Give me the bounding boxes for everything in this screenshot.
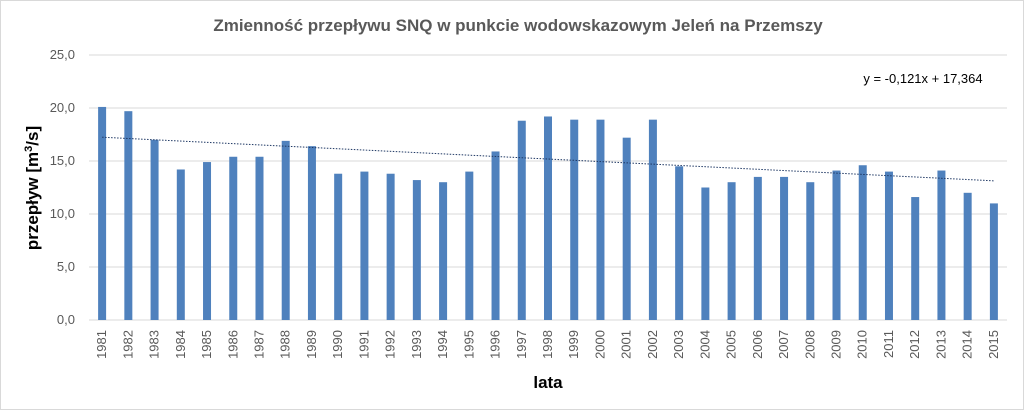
x-tick-label: 2013 <box>933 330 948 359</box>
x-tick-label: 1987 <box>251 330 266 359</box>
y-axis-ticks: 0,0 5,0 10,0 15,0 20,0 25,0 <box>50 47 75 327</box>
x-tick-label: 1989 <box>304 330 319 359</box>
x-tick-label: 1995 <box>461 330 476 359</box>
bar <box>203 162 212 320</box>
bar <box>753 176 762 320</box>
x-tick-label: 2005 <box>724 330 739 359</box>
x-tick-label: 2007 <box>776 330 791 359</box>
bar <box>124 111 133 321</box>
bar <box>150 139 159 320</box>
bar <box>439 182 448 320</box>
bar <box>622 137 631 320</box>
bar <box>675 166 684 320</box>
y-tick-label: 25,0 <box>50 47 75 62</box>
bar <box>570 119 579 320</box>
x-tick-label: 2012 <box>907 330 922 359</box>
x-tick-label: 1994 <box>435 330 450 359</box>
bars <box>98 106 998 321</box>
bar <box>98 106 107 320</box>
bar <box>911 197 920 320</box>
x-tick-label: 1998 <box>540 330 555 359</box>
y-tick-label: 10,0 <box>50 206 75 221</box>
trendline-equation: y = -0,121x + 17,364 <box>863 71 982 86</box>
x-tick-label: 1983 <box>147 330 162 359</box>
trendline <box>102 136 994 182</box>
x-tick-label: 1993 <box>409 330 424 359</box>
bar <box>517 120 526 320</box>
x-tick-label: 2009 <box>829 330 844 359</box>
y-axis-title-main: przepływ [m <box>23 152 42 250</box>
bar <box>229 156 238 320</box>
x-axis-title: lata <box>533 373 563 392</box>
x-tick-label: 1986 <box>225 330 240 359</box>
bar <box>412 180 421 320</box>
bar <box>780 176 789 320</box>
bar <box>963 192 972 320</box>
bar <box>648 119 657 320</box>
x-tick-label: 2003 <box>671 330 686 359</box>
x-tick-label: 1991 <box>356 330 371 359</box>
y-tick-label: 15,0 <box>50 153 75 168</box>
y-tick-label: 20,0 <box>50 100 75 115</box>
x-tick-label: 1988 <box>278 330 293 359</box>
bar <box>360 171 369 320</box>
y-tick-label: 0,0 <box>57 312 75 327</box>
bar <box>832 170 841 320</box>
bar <box>937 170 946 320</box>
bar <box>176 169 185 320</box>
x-tick-label: 2010 <box>855 330 870 359</box>
x-tick-label: 1997 <box>514 330 529 359</box>
bar <box>544 116 552 320</box>
x-tick-label: 1985 <box>199 330 214 359</box>
x-axis-ticks: 1981 1982 1983 1984 1985 1986 1987 1988 1989 1990… <box>94 330 1001 359</box>
y-axis-title-sup: 3 <box>23 146 35 152</box>
x-tick-label: 2008 <box>802 330 817 359</box>
x-tick-label: 2000 <box>592 330 607 359</box>
x-tick-label: 1984 <box>173 330 188 359</box>
x-tick-label: 2014 <box>960 330 975 359</box>
x-tick-label: 2001 <box>619 330 634 359</box>
x-tick-label: 1992 <box>383 330 398 359</box>
chart-title: Zmienność przepływu SNQ w punkcie wodows… <box>213 16 823 35</box>
bar <box>727 182 736 320</box>
x-tick-label: 2004 <box>697 330 712 359</box>
y-tick-label: 5,0 <box>57 259 75 274</box>
x-tick-label: 2015 <box>986 330 1001 359</box>
x-tick-label: 2011 <box>881 330 896 358</box>
bar <box>596 119 605 320</box>
bar <box>307 146 316 320</box>
bar <box>281 140 290 320</box>
x-tick-label: 1999 <box>566 330 581 359</box>
x-tick-label: 2002 <box>645 330 660 359</box>
bar <box>255 156 264 320</box>
bar <box>701 187 710 320</box>
x-tick-label: 1982 <box>120 330 135 359</box>
bar <box>989 203 998 320</box>
bar <box>884 171 893 320</box>
bar <box>491 151 500 320</box>
x-tick-label: 1990 <box>330 330 345 359</box>
y-axis-title-tail: /s] <box>23 126 42 146</box>
bar <box>465 171 474 320</box>
x-tick-label: 1996 <box>488 330 503 359</box>
x-tick-label: 1981 <box>94 330 109 359</box>
gridlines <box>89 54 1007 321</box>
y-axis-title: przepływ [m3/s] <box>23 126 42 250</box>
bar <box>334 173 343 320</box>
bar <box>858 165 867 320</box>
bar <box>806 182 815 320</box>
bar <box>386 173 395 320</box>
x-tick-label: 2006 <box>750 330 765 359</box>
